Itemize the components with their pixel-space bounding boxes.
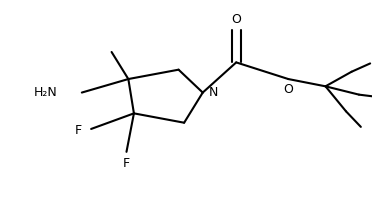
Text: O: O xyxy=(231,13,241,26)
Text: O: O xyxy=(283,83,293,96)
Text: N: N xyxy=(208,86,218,99)
Text: F: F xyxy=(123,157,130,170)
Text: H₂N: H₂N xyxy=(34,86,58,99)
Text: F: F xyxy=(75,124,82,136)
